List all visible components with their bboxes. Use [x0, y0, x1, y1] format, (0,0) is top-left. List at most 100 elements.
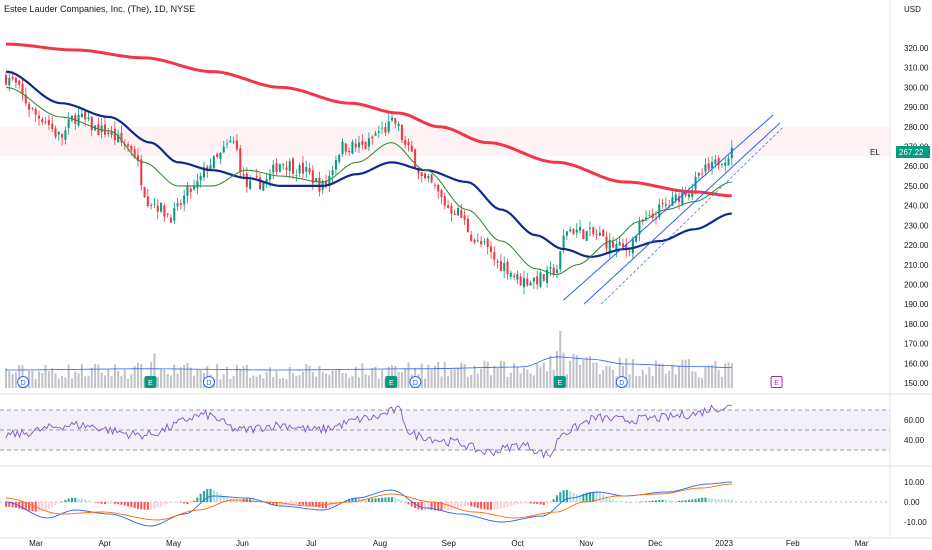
macd-bar [565, 489, 568, 502]
candle [473, 240, 476, 243]
volume-bar [308, 365, 311, 388]
volume-bar [226, 366, 229, 388]
volume-bar [707, 365, 710, 388]
candle [97, 124, 100, 136]
candle [77, 115, 80, 126]
volume-bar [110, 376, 113, 388]
earnings-marker[interactable]: E [385, 376, 398, 388]
volume-bar [559, 331, 562, 388]
event-marker-label: D [619, 380, 624, 387]
rsi-tick-label: 40.00 [904, 436, 925, 445]
macd-bar [582, 493, 585, 502]
macd-bar [513, 502, 516, 506]
candle [202, 167, 205, 178]
macd-bar [400, 500, 403, 502]
candle [239, 148, 242, 172]
candle [367, 138, 370, 147]
dividend-marker[interactable]: D [202, 376, 215, 388]
volume-bar [87, 375, 90, 388]
volume-bar [724, 363, 727, 388]
candle [407, 142, 410, 145]
volume-bar [447, 376, 450, 388]
volume-bar [648, 366, 651, 388]
candle [711, 161, 714, 169]
macd-bar [691, 499, 694, 502]
volume-bar [575, 354, 578, 388]
macd-bar [14, 502, 17, 508]
macd-line [5, 481, 732, 527]
macd-bar [519, 502, 522, 504]
volume-bar [506, 376, 509, 388]
candle [292, 158, 295, 174]
macd-bar [166, 502, 169, 504]
candle [193, 185, 196, 190]
macd-tick-label: -10.00 [904, 518, 927, 527]
macd-bar [423, 502, 427, 511]
macd-bar [196, 497, 199, 502]
candle [602, 229, 605, 237]
candle [519, 276, 522, 286]
earnings-marker[interactable]: E [553, 376, 566, 388]
volume-bar [513, 363, 516, 388]
price-tick-label: 210.00 [904, 261, 929, 270]
candle [559, 251, 562, 270]
volume-bar [11, 373, 14, 388]
macd-bar [575, 494, 578, 502]
volume-bar [54, 373, 57, 388]
candle [513, 275, 516, 277]
volume-bar [338, 369, 341, 388]
candle [212, 156, 215, 169]
macd-bar [532, 502, 535, 504]
macd-bar [252, 499, 255, 502]
time-tick-label: Aug [373, 539, 387, 548]
event-marker-label: D [413, 380, 418, 387]
candle [532, 277, 535, 282]
price-tick-label: 170.00 [904, 340, 929, 349]
time-axis: Mar Apr May Jun Jul Aug Sep Oct Nov Dec 2023 Feb Mar [29, 539, 869, 548]
macd-bar [176, 502, 179, 503]
macd-bar [711, 498, 714, 502]
macd-bar [374, 498, 377, 502]
volume-bar [268, 367, 271, 388]
volume-bar [532, 375, 535, 388]
volume-bar [456, 367, 460, 388]
candle [621, 243, 624, 248]
volume-bar [239, 368, 242, 388]
candle [671, 197, 674, 206]
macd-bar [542, 502, 545, 506]
earnings-marker-box [144, 376, 157, 388]
macd-bar [651, 500, 654, 502]
event-marker-label: E [389, 380, 394, 387]
volume-bar [516, 366, 519, 388]
candle [103, 124, 107, 135]
macd-bar [272, 502, 275, 506]
earnings-marker[interactable]: E [144, 376, 157, 388]
volume-bar [493, 365, 496, 388]
macd-tick-label: 10.00 [904, 478, 925, 487]
macd-bar [54, 502, 57, 506]
candle [226, 143, 229, 145]
macd-bar [559, 492, 562, 502]
dividend-marker[interactable]: D [17, 376, 30, 388]
macd-bar [456, 502, 460, 509]
candle [34, 108, 37, 115]
macd-bar [592, 491, 595, 502]
volume-bar [31, 370, 34, 388]
macd-bar [153, 502, 156, 509]
volume-bar [687, 359, 690, 388]
volume-bar [232, 376, 235, 388]
candle [638, 221, 641, 235]
volume-bar [645, 374, 648, 388]
dividend-marker[interactable]: D [615, 376, 628, 388]
earnings-marker[interactable]: E [770, 376, 783, 388]
price-tick-label: 260.00 [904, 162, 929, 171]
macd-histogram [4, 488, 733, 512]
volume-bar [14, 372, 17, 388]
candle [344, 143, 347, 152]
volume-bar [242, 366, 245, 388]
macd-bar [668, 500, 671, 502]
macd-bar [64, 499, 67, 502]
candle [262, 182, 265, 191]
dividend-marker[interactable]: D [409, 376, 422, 388]
